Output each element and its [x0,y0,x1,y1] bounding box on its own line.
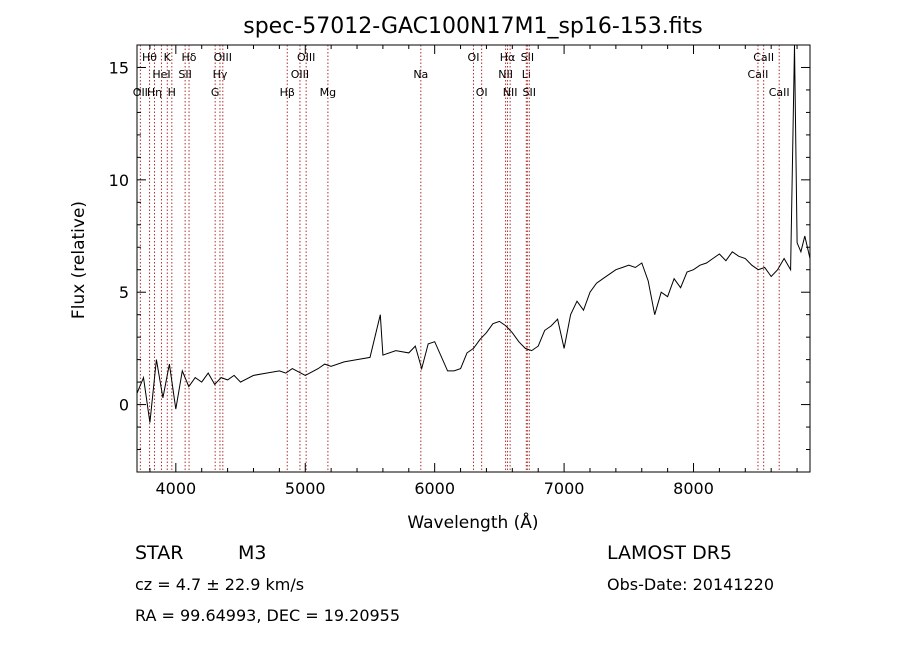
subclass-label: M3 [238,542,266,564]
marker-label: Mg [320,86,336,99]
line-markers: OIIHθHηHeIKHSIIHδGHγOIIIHβOIIIOIIIMgNaOI… [133,45,790,472]
marker-label: SII [178,68,191,81]
marker-label: Li [522,68,531,81]
marker-label: OI [476,86,488,99]
y-axis-label: Flux (relative) [69,201,89,319]
coordinates: RA = 99.64993, DEC = 19.20955 [135,606,400,625]
y-tick-label: 0 [119,396,129,415]
x-tick-label: 4000 [155,479,196,498]
spectrum-series [136,44,811,423]
marker-label: CaII [753,51,774,64]
x-axis-label: Wavelength (Å) [407,511,538,533]
marker-label: Hγ [213,68,228,81]
survey-label: LAMOST DR5 [607,542,732,564]
chart-title: spec-57012-GAC100N17M1_sp16-153.fits [243,14,703,39]
marker-label: OIII [214,51,232,64]
marker-label: HeI [152,68,170,81]
marker-label: K [164,51,172,64]
marker-label: OI [468,51,480,64]
plot-frame [136,44,811,473]
obs-date: Obs-Date: 20141220 [607,575,774,594]
y-axis: 0 5 10 15 [109,44,810,451]
marker-label: G [211,86,220,99]
x-axis: 4000 5000 6000 7000 8000 [149,45,798,498]
marker-label: OIII [291,68,309,81]
marker-label: Hα [500,51,516,64]
marker-label: Hθ [142,51,157,64]
series-line-0 [136,44,811,423]
marker-label: CaII [748,68,769,81]
marker-label: OII [133,86,148,99]
marker-label: OIII [297,51,315,64]
marker-label: CaII [769,86,790,99]
y-tick-label: 15 [109,58,129,77]
marker-label: SII [521,51,534,64]
x-tick-label: 6000 [414,479,455,498]
x-tick-label: 5000 [285,479,326,498]
marker-label: Hη [147,86,162,99]
marker-label: Hβ [280,86,295,99]
y-tick-label: 5 [119,283,129,302]
cz-value: cz = 4.7 ± 22.9 km/s [135,575,304,594]
marker-label: Hδ [182,51,197,64]
y-tick-label: 10 [109,171,129,190]
x-tick-label: 7000 [544,479,585,498]
marker-label: NII [498,68,513,81]
marker-label: H [168,86,176,99]
x-tick-label: 8000 [673,479,714,498]
marker-label: SII [523,86,536,99]
marker-label: NII [503,86,518,99]
class-label: STAR [135,542,183,564]
marker-label: Na [413,68,428,81]
